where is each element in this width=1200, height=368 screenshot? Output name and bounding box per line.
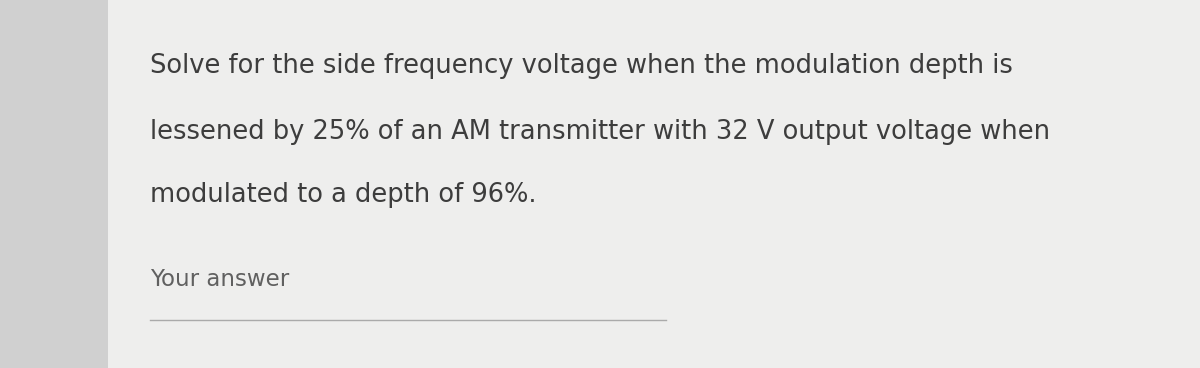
- Text: Your answer: Your answer: [150, 268, 289, 291]
- Text: modulated to a depth of 96%.: modulated to a depth of 96%.: [150, 182, 536, 208]
- Text: Solve for the side frequency voltage when the modulation depth is: Solve for the side frequency voltage whe…: [150, 53, 1013, 79]
- Text: lessened by 25% of an AM transmitter with 32 V output voltage when: lessened by 25% of an AM transmitter wit…: [150, 120, 1050, 145]
